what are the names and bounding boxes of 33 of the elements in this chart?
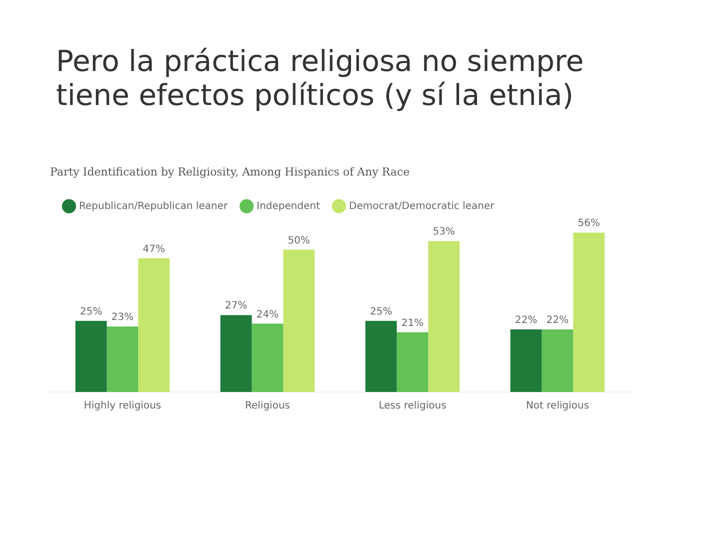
legend-label: Independent bbox=[256, 200, 320, 212]
bar bbox=[106, 326, 138, 392]
data-label: 22% bbox=[546, 314, 569, 326]
data-label: 27% bbox=[224, 300, 248, 312]
bar bbox=[252, 324, 284, 392]
bar bbox=[138, 258, 170, 392]
data-label: 23% bbox=[111, 312, 134, 324]
data-label: 25% bbox=[80, 306, 102, 318]
data-label: 56% bbox=[578, 218, 600, 230]
bar bbox=[220, 315, 252, 392]
bar bbox=[573, 232, 605, 392]
bar bbox=[428, 241, 460, 392]
bar bbox=[283, 250, 315, 392]
bar bbox=[510, 329, 542, 392]
data-label: 53% bbox=[432, 226, 456, 238]
bar bbox=[365, 320, 397, 392]
bar bbox=[396, 332, 428, 392]
x-tick-label: Highly religious bbox=[84, 400, 162, 412]
legend-label: Democrat/Democratic leaner bbox=[349, 200, 496, 212]
bar bbox=[75, 320, 107, 392]
chart-title: Pero la práctica religiosa no siempre tiene efectos políticos (y sí la etnia) bbox=[56, 44, 585, 112]
data-label: 22% bbox=[514, 314, 538, 326]
x-tick-label: Religious bbox=[245, 400, 290, 412]
chart-subtitle: Party Identification by Religiosity, Among Hispanics of Any Race bbox=[50, 165, 410, 178]
data-label: 25% bbox=[370, 306, 392, 318]
data-label: 21% bbox=[401, 318, 424, 329]
x-tick-label: Not religious bbox=[526, 400, 590, 412]
data-label: 24% bbox=[256, 309, 279, 320]
legend-label: Republican/Republican leaner bbox=[79, 200, 229, 212]
x-tick-label: Less religious bbox=[378, 400, 446, 412]
data-label: 47% bbox=[142, 244, 166, 255]
bar bbox=[542, 329, 574, 392]
data-label: 50% bbox=[288, 235, 310, 246]
